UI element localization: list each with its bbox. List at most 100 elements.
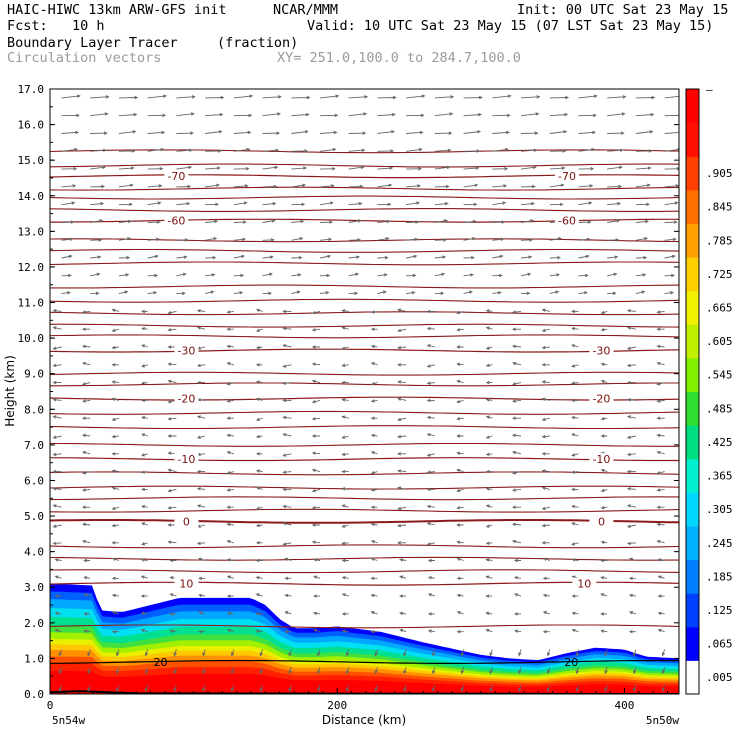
vector-arrow-434: [511, 344, 522, 349]
vector-arrow-695: [434, 131, 453, 135]
vector-arrow-43: [661, 667, 666, 675]
vector-arrow-117: [255, 593, 263, 597]
vector-arrow-502: [578, 291, 588, 295]
vector-arrow-149: [542, 576, 550, 581]
vector-arrow-537: [319, 254, 332, 259]
vector-arrow-33: [374, 667, 378, 675]
vector-arrow-440: [52, 326, 62, 330]
vector-arrow-574: [118, 219, 133, 224]
vector-arrow-390: [511, 382, 522, 386]
vector-arrow-621: [205, 183, 220, 188]
vector-arrow-555: [205, 236, 218, 241]
vector-arrow-519: [434, 272, 446, 277]
vector-arrow-183: [255, 541, 263, 545]
vector-arrow-460: [626, 326, 636, 330]
vector-arrow-210: [397, 523, 407, 528]
vector-arrow-499: [492, 291, 502, 295]
vector-arrow-668: [291, 149, 308, 153]
isotherm-label-bg--60-left: [164, 214, 189, 227]
vector-arrow-526: [635, 273, 647, 277]
vector-arrow-204: [226, 522, 234, 527]
vector-arrow-725: [664, 114, 679, 117]
vector-arrow-613: [607, 201, 622, 206]
vector-arrow-303: [541, 452, 550, 456]
vector-arrow-167: [427, 558, 435, 563]
vector-arrow-175: [657, 558, 665, 562]
vector-arrow-14: [460, 684, 465, 693]
vector-arrow-720: [520, 112, 540, 117]
vector-arrow-733: [262, 95, 282, 99]
vector-arrow-389: [485, 380, 493, 385]
vector-arrow-26: [173, 667, 177, 675]
vector-arrow-365: [426, 398, 435, 403]
vector-arrow-164: [341, 558, 349, 563]
vector-arrow-236: [511, 505, 521, 509]
contour-line-12: [50, 371, 679, 376]
vector-arrow-29: [259, 667, 263, 675]
vector-arrow-326: [571, 433, 579, 437]
vector-arrow-36: [460, 667, 465, 675]
vector-arrow-302: [511, 450, 522, 455]
contour-labels: 20 20 10 10 0 0 -10 -10 -20 -20 -30 -30 -60 -60 -70 -70: [154, 170, 614, 669]
vector-arrow-445: [196, 326, 206, 330]
vector-arrow-75: [313, 628, 321, 633]
tracer-band-12: [50, 670, 679, 694]
vector-arrow-207: [311, 523, 320, 527]
vector-arrow-487: [147, 291, 158, 295]
vector-arrow-208: [341, 524, 349, 528]
vector-arrow-179: [141, 542, 148, 546]
colorbar-swatch-15: [686, 156, 699, 191]
vector-arrow-669: [319, 147, 337, 152]
vector-arrow-9: [317, 684, 321, 693]
vector-arrow-19: [604, 684, 608, 693]
vector-arrow-626: [348, 184, 364, 189]
vector-arrow-129: [600, 593, 608, 597]
vector-arrow-623: [262, 184, 278, 189]
vector-arrow-78: [399, 628, 407, 633]
vector-arrow-358: [226, 399, 234, 403]
vector-arrow-521: [492, 273, 503, 278]
vector-arrow-421: [141, 344, 148, 348]
contour-line-18: [50, 261, 679, 266]
vector-arrow-381: [255, 380, 263, 384]
vector-arrow-716: [406, 113, 425, 118]
vector-arrow-214: [511, 522, 522, 527]
vector-arrow-54: [345, 649, 350, 657]
vector-arrow-561: [377, 236, 390, 241]
vector-arrow-523: [549, 273, 561, 277]
vector-arrow-187: [370, 540, 378, 544]
vector-arrow-15: [489, 684, 493, 693]
vector-arrow-50: [230, 649, 235, 657]
vector-arrow-263: [656, 488, 665, 492]
vector-arrow-552: [118, 236, 132, 241]
x-right-endpoint: 5n50w: [646, 714, 679, 727]
vector-arrow-475: [426, 309, 435, 314]
vector-arrow-441: [81, 327, 91, 331]
vector-arrow-640: [118, 166, 135, 170]
vector-arrow-355: [141, 398, 148, 403]
vector-arrow-47: [144, 649, 149, 657]
vector-arrow-59: [489, 649, 493, 657]
vector-arrow-192: [511, 539, 522, 544]
vector-arrow-722: [578, 113, 597, 118]
vector-arrow-386: [397, 380, 407, 384]
vector-arrow-103: [485, 611, 493, 616]
vector-arrow-93: [198, 611, 206, 615]
vector-arrow-57: [432, 649, 436, 657]
vector-arrow-301: [485, 452, 493, 456]
vector-arrow-92: [169, 612, 177, 616]
vector-arrow-100: [399, 611, 407, 616]
vector-arrow-496: [406, 291, 416, 295]
vector-arrow-182: [226, 539, 234, 544]
vector-arrow-611: [549, 202, 564, 207]
vector-arrow-382: [282, 381, 292, 385]
vector-arrow-588: [520, 219, 535, 223]
vector-arrow-436: [571, 344, 579, 348]
vector-arrow-116: [226, 594, 234, 598]
vector-arrow-738: [406, 94, 426, 99]
vector-arrow-628: [406, 184, 422, 188]
vector-arrow-196: [626, 541, 636, 546]
init-time: Init: 00 UTC Sat 23 May 15: [517, 2, 729, 18]
vector-arrow-48: [173, 649, 177, 657]
vector-arrow-631: [492, 184, 508, 188]
